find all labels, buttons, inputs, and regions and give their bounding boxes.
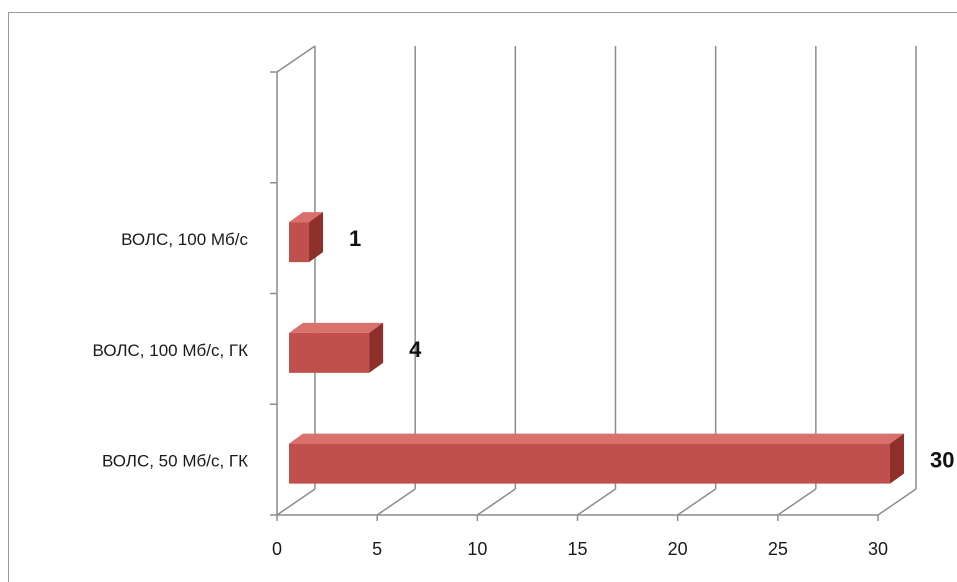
bars xyxy=(289,212,904,484)
data-label: 4 xyxy=(409,337,422,362)
floor-line xyxy=(376,488,416,516)
data-label: 30 xyxy=(930,448,954,473)
wall-top-edge xyxy=(276,45,316,73)
x-tick-label: 10 xyxy=(467,539,487,559)
chart-frame xyxy=(8,12,957,582)
x-tick-label: 20 xyxy=(668,539,688,559)
bar-top xyxy=(289,433,904,444)
bar-side xyxy=(309,212,324,263)
bar xyxy=(289,332,370,373)
x-tick-label: 25 xyxy=(768,539,788,559)
floor-line xyxy=(677,488,717,516)
x-tick-label: 0 xyxy=(272,539,282,559)
x-tick-label: 15 xyxy=(567,539,587,559)
gridlines xyxy=(276,46,917,521)
data-labels: 1 4 30 xyxy=(349,226,954,473)
x-tick-label: 5 xyxy=(372,539,382,559)
floor-line xyxy=(577,488,616,516)
x-tick-label: 30 xyxy=(868,539,888,559)
category-label: ВОЛС, 50 Мб/с, ГК xyxy=(102,452,248,471)
bar xyxy=(289,443,890,484)
floor-line xyxy=(877,488,917,516)
data-label: 1 xyxy=(349,226,361,251)
bar xyxy=(289,222,310,263)
category-label: ВОЛС, 100 Мб/с xyxy=(121,230,248,249)
category-label: ВОЛС, 100 Мб/с, ГК xyxy=(93,341,249,360)
category-labels: ВОЛС, 100 Мб/с ВОЛС, 100 Мб/с, ГК ВОЛС, 50… xyxy=(93,230,249,471)
bar-top xyxy=(289,212,324,223)
bar-side xyxy=(890,433,904,484)
floor-line xyxy=(777,488,817,516)
bar-side xyxy=(369,322,384,373)
x-tick-labels: 0 5 10 15 20 25 30 xyxy=(272,539,888,559)
floor-line xyxy=(276,488,316,516)
bar-top xyxy=(289,322,384,333)
floor-line xyxy=(476,488,516,516)
